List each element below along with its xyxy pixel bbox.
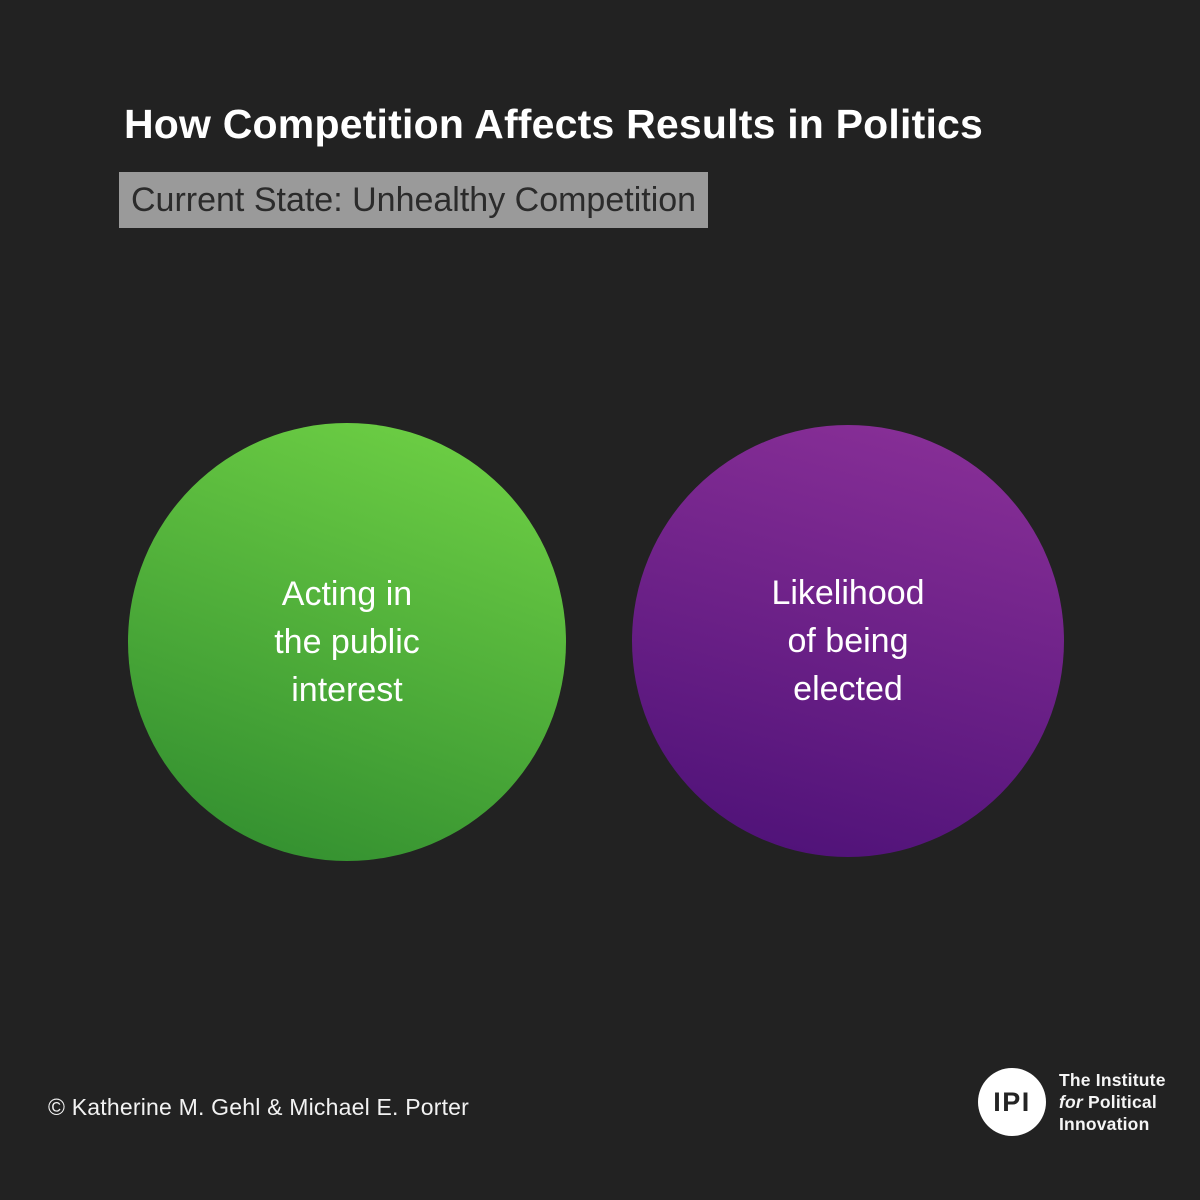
- being-elected-line-1: Likelihood: [771, 574, 925, 612]
- ipi-logo: IPI The Institute for Political Innovati…: [978, 1068, 1166, 1136]
- ipi-wordmark-line-3: Innovation: [1059, 1114, 1150, 1134]
- being-elected-label: Likelihood of being elected: [771, 569, 924, 713]
- being-elected-line-2: of being: [787, 622, 909, 660]
- page-title: How Competition Affects Results in Polit…: [124, 101, 984, 147]
- ipi-wordmark-line-1: The Institute: [1059, 1070, 1166, 1090]
- copyright-text: © Katherine M. Gehl & Michael E. Porter: [48, 1094, 470, 1120]
- ipi-wordmark: The Institute for Political Innovation: [1059, 1069, 1166, 1135]
- ipi-wordmark-political: Political: [1088, 1092, 1157, 1112]
- ipi-monogram-text: IPI: [993, 1086, 1031, 1117]
- ipi-wordmark-line-2: for Political: [1059, 1091, 1166, 1113]
- public-interest-label: Acting in the public interest: [274, 570, 420, 714]
- public-interest-line-2: the public: [274, 623, 420, 661]
- public-interest-line-3: interest: [291, 671, 403, 709]
- ipi-monogram-icon: IPI: [978, 1068, 1046, 1136]
- being-elected-line-3: elected: [793, 670, 903, 708]
- public-interest-line-1: Acting in: [281, 575, 413, 613]
- being-elected-circle: Likelihood of being elected: [632, 425, 1064, 857]
- public-interest-circle: Acting in the public interest: [128, 423, 566, 861]
- ipi-wordmark-for: for: [1059, 1092, 1083, 1112]
- state-badge: Current State: Unhealthy Competition: [119, 172, 709, 228]
